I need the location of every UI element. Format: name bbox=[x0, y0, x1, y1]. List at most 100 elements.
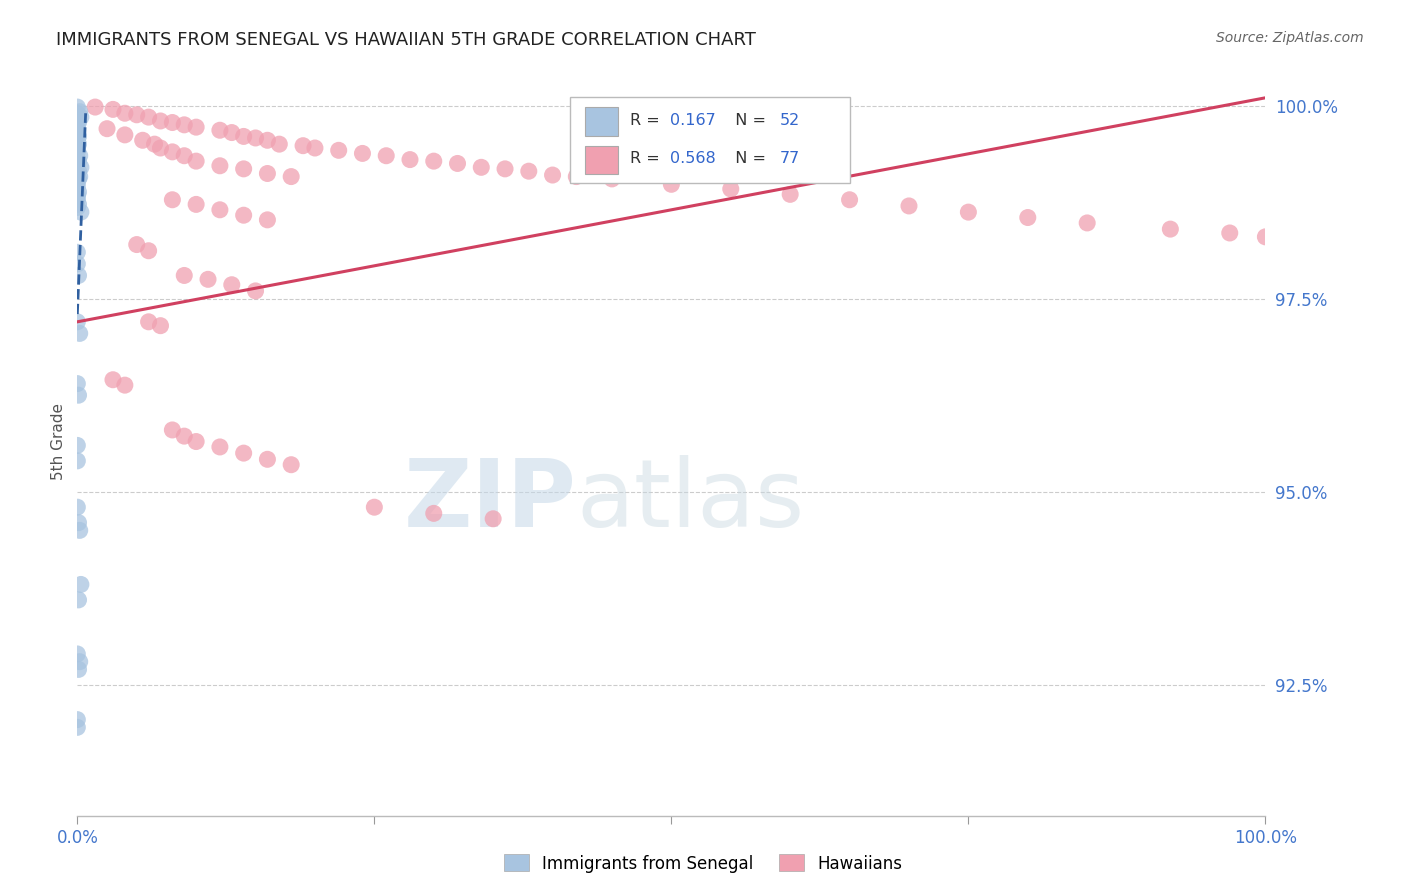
Point bbox=[125, 237, 148, 252]
Point bbox=[114, 128, 136, 142]
Point bbox=[232, 161, 254, 176]
Point bbox=[565, 169, 588, 184]
Point bbox=[70, 577, 93, 591]
Point bbox=[423, 507, 446, 521]
Point bbox=[221, 126, 243, 140]
Point bbox=[66, 133, 89, 147]
Text: R =: R = bbox=[630, 112, 665, 128]
Point bbox=[67, 154, 90, 169]
Point bbox=[363, 500, 385, 515]
Point bbox=[423, 154, 446, 169]
Point bbox=[66, 315, 89, 329]
Text: IMMIGRANTS FROM SENEGAL VS HAWAIIAN 5TH GRADE CORRELATION CHART: IMMIGRANTS FROM SENEGAL VS HAWAIIAN 5TH … bbox=[56, 31, 756, 49]
Point bbox=[197, 272, 219, 286]
Point bbox=[114, 378, 136, 392]
Point bbox=[69, 104, 91, 119]
Point bbox=[66, 100, 89, 114]
Point bbox=[67, 593, 90, 607]
FancyBboxPatch shape bbox=[585, 107, 617, 136]
Point bbox=[173, 268, 195, 283]
Point bbox=[517, 164, 540, 178]
Point bbox=[173, 118, 195, 132]
Point bbox=[173, 429, 195, 443]
Point bbox=[186, 120, 208, 135]
Point bbox=[66, 647, 89, 661]
Point bbox=[143, 137, 166, 152]
Text: 0.568: 0.568 bbox=[671, 152, 716, 167]
Point bbox=[69, 169, 91, 184]
Point bbox=[66, 187, 89, 202]
Point bbox=[957, 205, 980, 219]
Point bbox=[600, 172, 623, 186]
Point bbox=[66, 156, 89, 170]
Text: Source: ZipAtlas.com: Source: ZipAtlas.com bbox=[1216, 31, 1364, 45]
Point bbox=[66, 112, 89, 127]
Point bbox=[67, 172, 90, 186]
Point bbox=[66, 713, 89, 727]
Point bbox=[292, 138, 315, 153]
Text: N =: N = bbox=[725, 112, 770, 128]
Point bbox=[494, 161, 516, 176]
Point bbox=[66, 118, 89, 132]
Point bbox=[1159, 222, 1181, 236]
Point bbox=[186, 434, 208, 449]
Point bbox=[149, 141, 172, 155]
Point bbox=[375, 149, 398, 163]
Point bbox=[328, 144, 350, 158]
FancyBboxPatch shape bbox=[571, 97, 849, 183]
Point bbox=[66, 145, 89, 159]
Point bbox=[186, 154, 208, 169]
Point bbox=[173, 149, 195, 163]
Point bbox=[67, 268, 90, 283]
Point bbox=[256, 167, 278, 181]
Point bbox=[69, 149, 91, 163]
Point bbox=[67, 137, 90, 152]
Point bbox=[131, 133, 153, 147]
Point bbox=[66, 376, 89, 391]
Point bbox=[446, 156, 468, 170]
Point bbox=[67, 662, 90, 676]
Point bbox=[66, 438, 89, 452]
Point bbox=[208, 440, 231, 454]
Point bbox=[66, 720, 89, 734]
Point bbox=[232, 129, 254, 144]
Point bbox=[256, 452, 278, 467]
Point bbox=[66, 193, 89, 207]
Text: 52: 52 bbox=[779, 112, 800, 128]
Point bbox=[149, 114, 172, 128]
Point bbox=[66, 126, 89, 140]
Point bbox=[67, 115, 90, 129]
Point bbox=[66, 167, 89, 181]
Point bbox=[1017, 211, 1039, 225]
Y-axis label: 5th Grade: 5th Grade bbox=[51, 403, 66, 480]
Point bbox=[66, 189, 89, 203]
Point bbox=[138, 315, 160, 329]
Point bbox=[138, 110, 160, 124]
Text: N =: N = bbox=[725, 152, 770, 167]
Point bbox=[67, 516, 90, 530]
Point bbox=[280, 169, 302, 184]
Point bbox=[898, 199, 921, 213]
Point bbox=[720, 182, 742, 196]
Point bbox=[162, 145, 184, 159]
Point bbox=[269, 137, 291, 152]
Point bbox=[70, 205, 93, 219]
Point bbox=[66, 131, 89, 145]
Point bbox=[1254, 230, 1277, 244]
Point bbox=[779, 187, 801, 202]
Point bbox=[838, 193, 860, 207]
Point bbox=[69, 655, 91, 669]
Point bbox=[541, 168, 564, 182]
Point bbox=[245, 284, 267, 298]
Point bbox=[69, 524, 91, 538]
Point bbox=[66, 153, 89, 167]
Point bbox=[66, 245, 89, 260]
Point bbox=[256, 133, 278, 147]
Point bbox=[66, 257, 89, 271]
Text: ZIP: ZIP bbox=[404, 456, 576, 548]
Point bbox=[101, 103, 124, 117]
Point bbox=[70, 110, 93, 124]
Point bbox=[470, 161, 492, 175]
Point bbox=[70, 161, 93, 175]
Text: R =: R = bbox=[630, 152, 665, 167]
